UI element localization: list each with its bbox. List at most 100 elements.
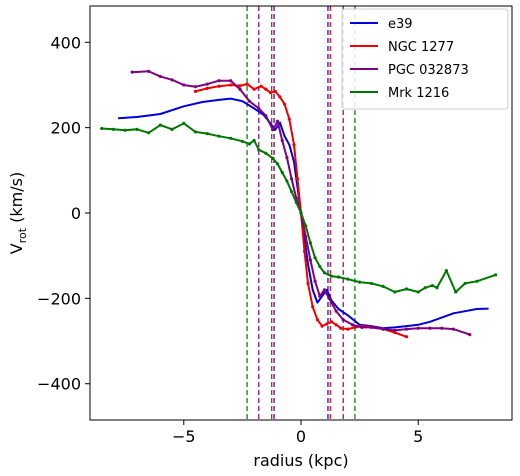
series-2-point (130, 70, 134, 74)
series-3-point (229, 136, 233, 140)
series-1-point (229, 83, 233, 87)
series-2-point (229, 79, 233, 83)
series-1-point (339, 326, 343, 330)
series-1-point (292, 143, 296, 147)
series-2-point (247, 99, 252, 103)
series-1-point (252, 87, 256, 91)
legend-label-1: NGC 1277 (388, 40, 454, 55)
series-2-point (308, 258, 312, 262)
series-1-point (329, 320, 334, 324)
series-3-point (182, 121, 186, 125)
series-line-0 (118, 97, 489, 330)
series-1-point (315, 318, 320, 322)
y-axis-label-unit: (km/s) (7, 172, 26, 228)
series-1-point (264, 87, 268, 91)
series-2-point (193, 85, 198, 89)
series-3-point (294, 200, 298, 204)
series-2-point (304, 234, 308, 239)
series-3-point (463, 281, 467, 286)
series-3-point (404, 287, 409, 291)
series-3-point (369, 281, 373, 286)
series-1-point (320, 324, 324, 328)
series-1-point (259, 84, 263, 88)
x-tick-label: 0 (296, 427, 306, 446)
series-3-point (444, 269, 448, 273)
series-3-point (322, 271, 327, 275)
series-1-point (217, 84, 221, 88)
series-lines (100, 69, 498, 339)
series-3-point (217, 134, 221, 138)
series-3-point (336, 275, 341, 279)
series-3-point (313, 256, 317, 260)
series-2-point (416, 326, 420, 330)
series-3-point (280, 170, 284, 175)
series-3-point (100, 126, 104, 131)
series-3-point (329, 274, 334, 278)
series-3-point (111, 127, 116, 131)
series-3-point (318, 264, 322, 268)
series-2-point (334, 309, 338, 313)
series-3-point (147, 131, 151, 135)
series-2-point (440, 326, 444, 330)
series-2-point (238, 87, 242, 91)
series-3-point (247, 142, 252, 146)
series-3-point (170, 127, 174, 131)
series-2-point (264, 114, 268, 118)
series-1-point (404, 335, 409, 339)
series-3-point (308, 241, 312, 245)
series-1-point (302, 249, 307, 254)
series-3-point (123, 128, 127, 132)
series-3-point (423, 286, 427, 290)
series-1-point (287, 117, 291, 121)
series-1-point (238, 84, 242, 88)
x-tick-label: −5 (172, 427, 196, 446)
series-2-point (271, 128, 275, 132)
series-3-point (393, 290, 397, 294)
series-2-point (182, 83, 186, 87)
legend: e39 NGC 1277 PGC 032873 Mrk 1216 (341, 8, 509, 110)
y-axis-label-main: V (7, 243, 26, 254)
series-2-point (451, 327, 455, 331)
series-3-point (205, 132, 209, 136)
series-3-point (158, 123, 162, 127)
series-2-point (468, 333, 472, 337)
series-2-point (341, 318, 345, 322)
series-1-point (278, 95, 282, 99)
y-axis-label: Vrot (km/s) (7, 172, 29, 254)
series-2-point (275, 119, 280, 123)
legend-label-2: PGC 032873 (388, 63, 469, 78)
series-2-point (158, 74, 162, 79)
series-2-point (360, 325, 364, 329)
series-2-point (285, 155, 289, 160)
series-3-point (430, 283, 434, 288)
x-tick-label: 5 (413, 427, 423, 446)
series-1-point (245, 82, 249, 86)
series-1-point (325, 322, 329, 326)
series-1-point (273, 89, 277, 93)
series-3-point (454, 290, 458, 294)
series-2-point (393, 328, 397, 332)
series-1-point (205, 86, 209, 90)
series-2-point (327, 296, 331, 300)
series-2-point (428, 326, 432, 330)
series-3-point (304, 224, 308, 228)
series-2-point (290, 177, 294, 181)
x-axis-label: radius (kpc) (253, 451, 348, 470)
series-3-point (346, 277, 350, 281)
series-3-point (271, 156, 275, 160)
y-tick-label: 400 (50, 33, 81, 52)
series-3-point (381, 284, 385, 289)
series-3-point (275, 162, 280, 166)
series-2-point (318, 294, 322, 298)
series-1-point (306, 281, 310, 286)
series-2-point (280, 138, 284, 143)
series-2-point (205, 82, 209, 86)
series-2-point (350, 323, 355, 327)
series-3-point (493, 273, 498, 277)
series-3-point (358, 280, 362, 284)
series-1-point (193, 89, 198, 93)
series-2-point (313, 279, 317, 283)
series-1-point (282, 102, 287, 106)
series-3-point (252, 138, 256, 143)
series-1-point (295, 177, 300, 181)
